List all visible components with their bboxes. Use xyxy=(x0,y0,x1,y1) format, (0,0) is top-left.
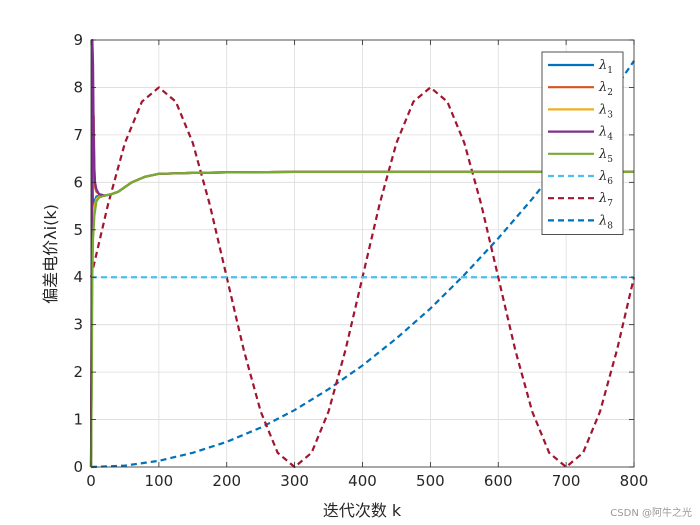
legend-label: λ5 xyxy=(598,147,613,165)
series-line-lambda-5 xyxy=(89,170,634,468)
axis-ticks: 0 100 200 300 400 500 600 700 800 0 1 2 3 4 5 6 7 8 9 xyxy=(73,31,648,490)
legend-label: λ2 xyxy=(598,80,613,98)
y-tick-label: 7 xyxy=(73,126,83,144)
y-tick-label: 8 xyxy=(73,78,83,96)
watermark: CSDN @阿牛之光 xyxy=(610,508,692,519)
legend-box xyxy=(541,51,624,236)
x-tick-label: 200 xyxy=(212,472,241,490)
x-tick-label: 0 xyxy=(86,472,96,490)
y-tick-label: 2 xyxy=(73,363,83,381)
legend-label: λ6 xyxy=(598,169,613,187)
series-group xyxy=(89,38,636,469)
y-tick-label: 5 xyxy=(73,221,83,239)
y-tick-label: 6 xyxy=(73,173,83,191)
x-tick-label: 600 xyxy=(484,472,513,490)
y-tick-label: 9 xyxy=(73,31,83,49)
x-tick-label: 400 xyxy=(348,472,377,490)
legend-label: λ8 xyxy=(598,213,613,231)
legend-label: λ7 xyxy=(598,191,613,209)
x-tick-label: 500 xyxy=(416,472,445,490)
legend: λ1 λ2 λ3 λ4 λ5 λ6 λ7 λ8 xyxy=(541,51,624,236)
x-tick-label: 700 xyxy=(552,472,581,490)
y-tick-label: 3 xyxy=(73,316,83,334)
x-tick-label: 100 xyxy=(145,472,174,490)
legend-label: λ3 xyxy=(598,102,613,120)
y-tick-label: 4 xyxy=(73,268,83,286)
y-tick-label: 1 xyxy=(73,411,83,429)
y-tick-label: 0 xyxy=(73,458,83,476)
y-axis-label: 偏差电价λi(k) xyxy=(41,204,60,304)
x-axis-label: 迭代次数 k xyxy=(323,501,402,520)
legend-label: λ4 xyxy=(598,125,613,143)
x-tick-label: 800 xyxy=(620,472,649,490)
x-tick-label: 300 xyxy=(280,472,309,490)
legend-label: λ1 xyxy=(598,58,613,76)
